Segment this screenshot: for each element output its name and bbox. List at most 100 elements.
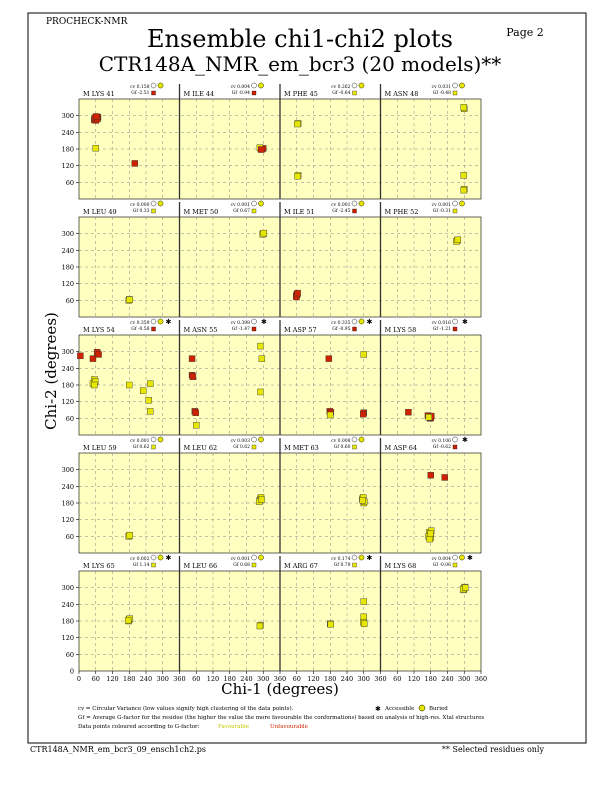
panel-gf: Gf 0.33	[133, 208, 150, 214]
data-point	[92, 144, 99, 152]
data-point	[126, 381, 133, 389]
data-point	[89, 355, 97, 362]
data-point	[188, 355, 196, 362]
buried-icon	[358, 436, 365, 443]
panel-label: M LEU 62	[184, 444, 218, 452]
chart-title: Ensemble chi1-chi2 plots	[147, 25, 453, 53]
panel-cv: cv 0.031	[432, 84, 452, 90]
panel-label: M LEU 59	[83, 444, 117, 452]
x-axis: 00 60 120 180 240 300 360 60 120 180 240 300 360 60 12…	[70, 668, 487, 684]
variance-icon	[251, 436, 257, 443]
program-name: PROCHECK-NMR	[46, 17, 128, 27]
variance-icon	[351, 436, 358, 443]
data-point	[360, 613, 367, 621]
data-point	[77, 352, 84, 360]
panel-gf: Gf 0.62	[133, 444, 150, 450]
panel-label: M MET 50	[184, 208, 219, 216]
y-tick-label: 120	[62, 162, 74, 170]
panel-label: M LYS 41	[83, 90, 115, 98]
buried-icon	[358, 318, 365, 325]
y-tick-label: 300	[62, 112, 74, 120]
gf-swatch	[352, 444, 357, 450]
gf-swatch	[251, 562, 257, 568]
buried-icon	[157, 318, 164, 325]
panel-cv: cv 0.001	[130, 438, 150, 444]
data-point	[405, 409, 412, 416]
data-point	[360, 598, 367, 605]
panel-gf: Gf -0.64	[332, 90, 350, 96]
variance-icon	[150, 200, 157, 207]
data-point	[145, 397, 152, 404]
data-point	[359, 497, 366, 504]
panel-cv: cv 0.003	[231, 438, 251, 444]
y-tick-label: 120	[62, 398, 74, 406]
variance-icon	[351, 554, 358, 561]
gf-swatch	[151, 444, 156, 450]
legend-buried-icon	[418, 704, 426, 712]
x-tick-label: 300	[257, 675, 269, 683]
accessible-icon: ✱	[467, 554, 473, 562]
y-tick-label: 300	[62, 584, 74, 592]
panel-gf: Gf 0.68	[233, 562, 250, 568]
legend-accessible-icon: ✱	[375, 705, 381, 713]
panel-gf: Gf 0.79	[334, 562, 351, 568]
x-tick-label: 360	[374, 675, 386, 683]
panel-label: M LYS 54	[83, 326, 115, 334]
gf-swatch	[151, 90, 156, 96]
accessible-icon: ✱	[166, 554, 172, 562]
y-tick-label: 60	[66, 297, 74, 305]
x-tick-label: 240	[441, 675, 453, 683]
panel-cv: cv 0.004	[432, 556, 452, 562]
variance-icon	[452, 554, 458, 561]
panel-cv: cv 0.000	[130, 202, 150, 208]
data-point	[327, 411, 334, 419]
x-tick-label: 300	[458, 675, 470, 683]
buried-icon	[258, 436, 264, 443]
y-tick-label: 240	[62, 601, 74, 609]
gf-swatch	[452, 208, 458, 214]
panel-gf: Gf -0.58	[131, 326, 149, 332]
y-tick-label: 300	[62, 348, 74, 356]
legend-favourable: Favourable	[218, 724, 249, 730]
gf-swatch	[452, 90, 458, 96]
buried-icon	[157, 436, 164, 443]
data-point	[359, 410, 367, 418]
accessible-icon: ✱	[367, 554, 373, 562]
data-point	[189, 373, 197, 380]
panel-label: M PHE 52	[385, 208, 419, 216]
variance-icon	[251, 554, 257, 561]
gf-swatch	[151, 326, 156, 332]
y-tick-label: 60	[66, 179, 74, 187]
footer-selected-note: ** Selected residues only	[442, 745, 545, 754]
panel-cv: cv 0.359	[130, 320, 150, 326]
variance-icon	[351, 318, 358, 325]
footer-filename: CTR148A_NMR_em_bcr3_09_ensch1ch2.ps	[30, 745, 206, 754]
variance-icon	[251, 318, 257, 325]
data-point	[256, 622, 264, 630]
panel-cv: cv 0.106	[432, 438, 452, 444]
gf-swatch	[151, 562, 156, 568]
buried-icon	[258, 554, 264, 561]
variance-icon	[150, 318, 157, 325]
legend-accessible: Accessible	[384, 706, 414, 712]
variance-icon	[452, 436, 458, 443]
x-tick-label: 180	[224, 675, 236, 683]
panel-cv: cv 0.001	[432, 202, 452, 208]
variance-icon	[150, 82, 157, 89]
panel-cv: cv 0.158	[130, 84, 150, 90]
variance-icon	[251, 82, 257, 89]
panel-label: M ASP 57	[284, 326, 317, 334]
data-point	[131, 160, 139, 167]
buried-icon	[459, 200, 465, 207]
panel-label: M LYS 65	[83, 562, 115, 570]
data-point	[257, 388, 264, 396]
gf-swatch	[352, 326, 357, 332]
data-point	[325, 355, 333, 362]
legend-buried: Buried	[429, 706, 448, 712]
panel-cv: cv 0.001	[331, 202, 351, 208]
y-tick-label: 60	[66, 415, 74, 423]
panel-gf: Gf 0.60	[334, 444, 351, 450]
x-tick-label: 120	[106, 675, 118, 683]
